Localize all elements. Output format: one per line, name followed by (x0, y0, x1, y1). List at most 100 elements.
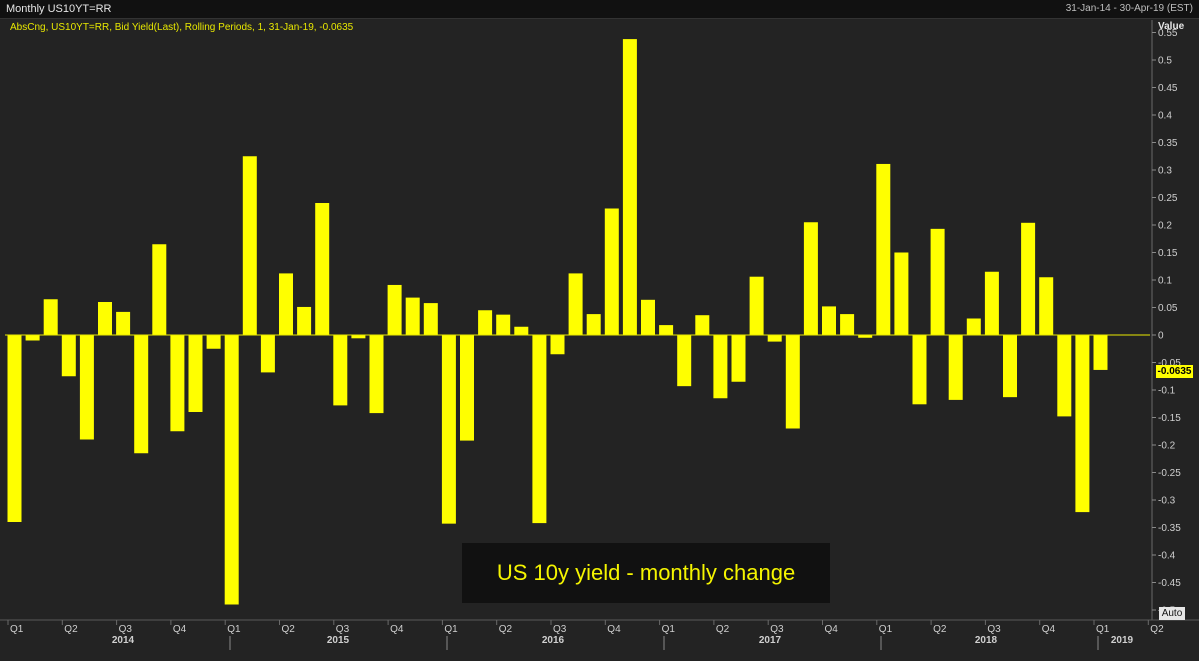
y-tick-label: 0.3 (1158, 166, 1172, 177)
y-tick-label: 0.5 (1158, 56, 1172, 67)
bar (803, 222, 818, 335)
bar (25, 335, 40, 341)
bar (876, 163, 891, 335)
y-tick-label: 0.35 (1158, 138, 1178, 149)
bar (496, 314, 511, 335)
bar (297, 306, 312, 335)
year-label: 2019 (1111, 635, 1134, 646)
bar (460, 335, 474, 441)
y-tick-label: -0.4 (1158, 551, 1176, 562)
bar (641, 299, 655, 335)
bar (1021, 222, 1036, 335)
bar (1003, 335, 1017, 398)
bar (659, 325, 674, 335)
bar (1075, 335, 1090, 513)
y-tick-label: -0.05 (1158, 358, 1181, 369)
bar (604, 208, 619, 335)
bar (369, 335, 384, 414)
bar (948, 335, 963, 400)
bar (550, 335, 565, 355)
quarter-label: Q4 (607, 624, 621, 635)
bar (767, 335, 782, 342)
bar (188, 335, 203, 412)
bar (170, 335, 185, 432)
bar (423, 303, 438, 335)
bar (731, 335, 746, 382)
bar (134, 335, 149, 454)
bar (351, 335, 366, 339)
bar (441, 335, 456, 524)
bar (206, 335, 221, 349)
quarter-label: Q1 (662, 624, 676, 635)
bar (405, 297, 420, 335)
legend-entry: AbsCng, US10YT=RR, Bid Yield(Last), Roll… (10, 22, 354, 33)
quarter-label: Q3 (336, 624, 350, 635)
bar (1039, 277, 1054, 335)
y-tick-label: -0.35 (1158, 523, 1181, 534)
bar (514, 326, 529, 335)
bar (894, 252, 909, 335)
y-tick-label: -0.45 (1158, 578, 1181, 589)
y-tick-label: -0.15 (1158, 413, 1181, 424)
bar (858, 335, 873, 338)
year-label: 2016 (542, 635, 565, 646)
bar (1057, 335, 1072, 417)
y-tick-label: 0.1 (1158, 276, 1172, 287)
bar (333, 335, 348, 406)
quarter-label: Q1 (879, 624, 893, 635)
bar (785, 335, 800, 429)
chart-window-title: Monthly US10YT=RR (6, 3, 112, 15)
bar-series (5, 39, 1150, 605)
quarter-label: Q2 (933, 624, 947, 635)
quarter-label: Q2 (716, 624, 730, 635)
bar (79, 335, 94, 440)
bar (116, 311, 131, 335)
quarter-label: Q4 (390, 624, 404, 635)
y-tick-label: -0.1 (1158, 386, 1176, 397)
value-axis-header: Value (1158, 21, 1185, 32)
bar (387, 284, 402, 335)
bar (984, 271, 999, 335)
year-label: 2018 (975, 635, 998, 646)
quarter-label: Q2 (64, 624, 78, 635)
bar (713, 335, 728, 399)
bar (7, 335, 22, 522)
last-value-tag: -0.0635 (1156, 365, 1193, 378)
bar (43, 299, 58, 335)
y-tick-label: 0.05 (1158, 303, 1178, 314)
quarter-label: Q3 (119, 624, 133, 635)
auto-scale-button[interactable]: Auto (1159, 607, 1185, 620)
bar (152, 244, 167, 335)
bar (260, 335, 275, 373)
y-tick-label: -0.25 (1158, 468, 1181, 479)
bar (586, 314, 601, 335)
y-tick-label: 0.4 (1158, 111, 1172, 122)
bar (622, 39, 637, 335)
bar (315, 203, 330, 335)
quarter-label: Q3 (553, 624, 567, 635)
quarter-label: Q3 (770, 624, 784, 635)
bar (749, 276, 764, 335)
y-tick-label: -0.3 (1158, 496, 1176, 507)
quarter-label: Q4 (825, 624, 839, 635)
bar (1093, 335, 1108, 370)
y-tick-label: 0.55 (1158, 28, 1178, 39)
annotation-text: US 10y yield - monthly change (496, 560, 796, 585)
bar (966, 318, 981, 335)
y-tick-label: 0.2 (1158, 221, 1172, 232)
y-tick-label: 0.25 (1158, 193, 1178, 204)
y-tick-label: 0.15 (1158, 248, 1178, 259)
year-label: 2014 (112, 635, 135, 646)
quarter-label: Q2 (1150, 624, 1164, 635)
bar (224, 335, 239, 605)
bar (532, 335, 547, 524)
bar (695, 315, 710, 335)
bar (98, 302, 112, 335)
bar (242, 156, 257, 335)
quarter-label: Q2 (499, 624, 513, 635)
year-label: 2017 (759, 635, 782, 646)
bar (61, 335, 76, 377)
bar (912, 335, 927, 405)
quarter-label: Q1 (444, 624, 458, 635)
